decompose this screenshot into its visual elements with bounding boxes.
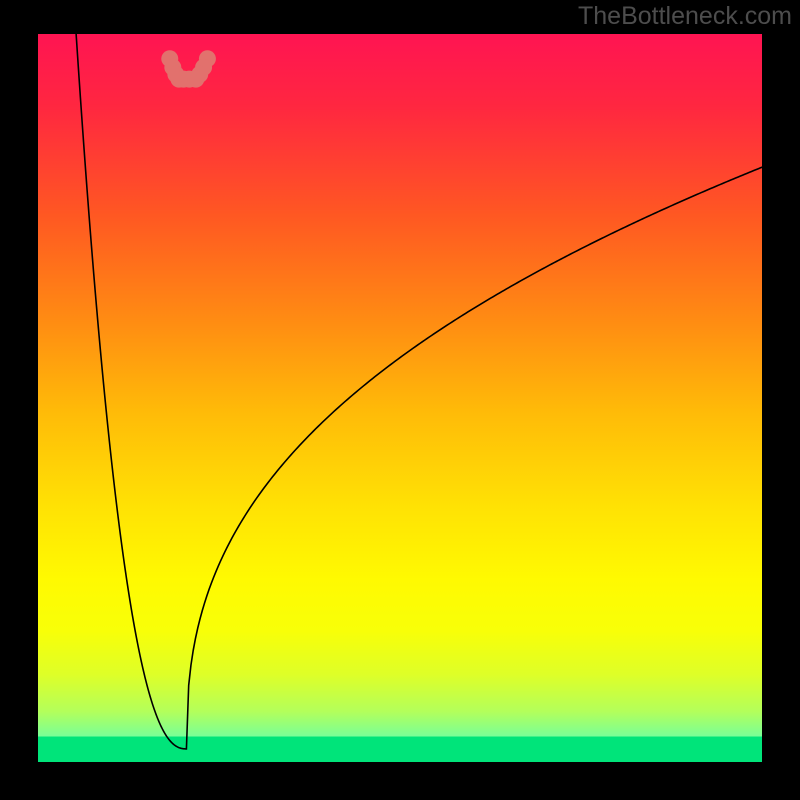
watermark-text: TheBottleneck.com <box>578 2 792 31</box>
plot-area <box>38 34 762 762</box>
marker-dot <box>187 71 204 88</box>
plot-svg <box>38 34 762 762</box>
chart-root: TheBottleneck.com <box>0 0 800 800</box>
gradient-background <box>38 34 762 762</box>
bottom-band <box>38 737 762 762</box>
